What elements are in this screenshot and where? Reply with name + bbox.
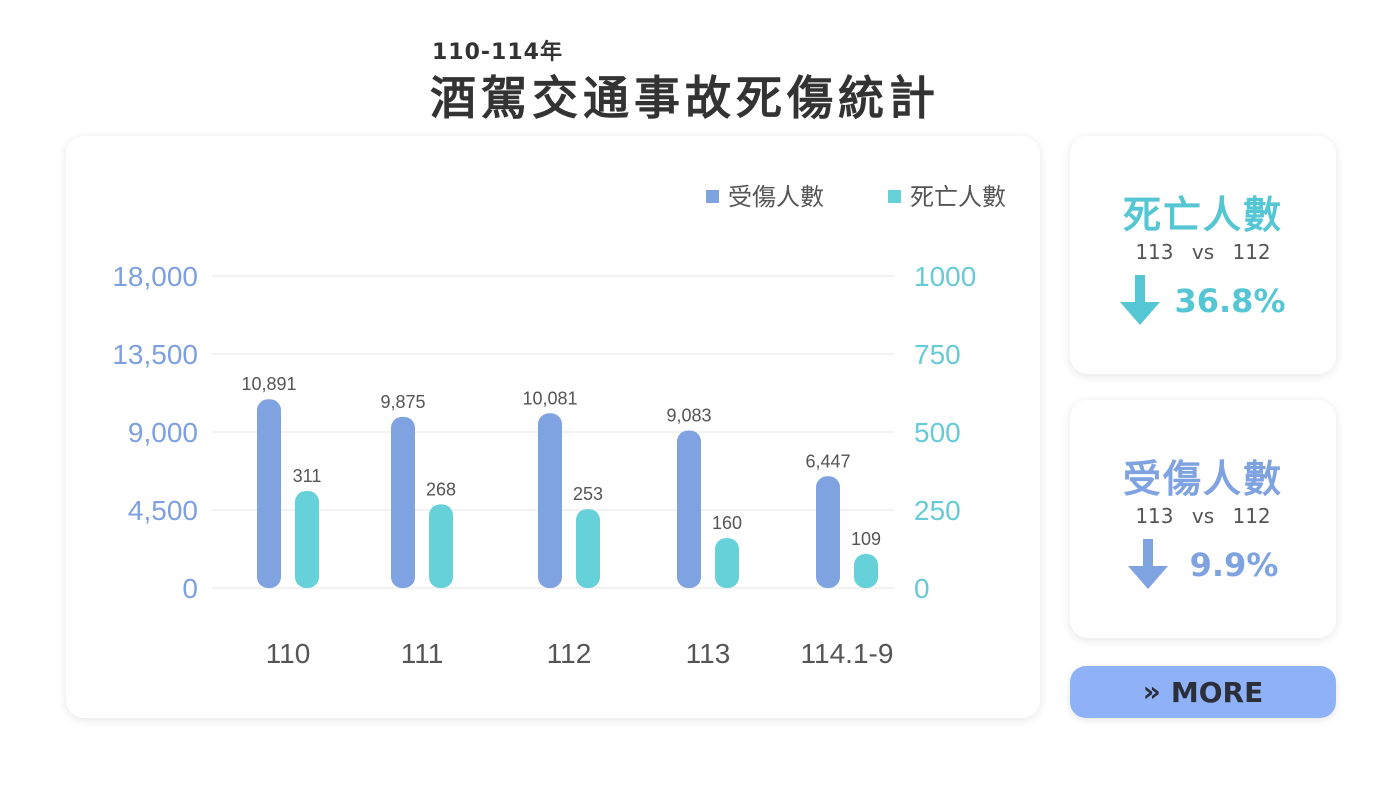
injured-bar xyxy=(538,413,562,588)
deaths-data-label: 160 xyxy=(712,513,742,533)
legend-label: 死亡人數 xyxy=(910,183,1006,211)
double-chevron-right-icon: » xyxy=(1142,675,1161,708)
injuries-stat-value: 9.9% xyxy=(1189,546,1279,584)
right-axis-tick-label: 1000 xyxy=(914,261,976,292)
deaths-stat-label: 死亡人數 xyxy=(1122,193,1283,237)
injured-data-label: 6,447 xyxy=(805,451,850,471)
right-axis-tick-label: 250 xyxy=(914,495,961,526)
bar-chart: 0 4,500 9,000 13,500 18,000 0 250 500 750 1000 10,… xyxy=(112,183,1006,669)
left-axis-tick-label: 0 xyxy=(182,573,198,604)
deaths-bar xyxy=(429,504,453,588)
more-button[interactable]: » MORE xyxy=(1070,666,1336,718)
legend-swatch xyxy=(706,190,719,203)
left-axis-tick-label: 4,500 xyxy=(128,495,198,526)
deaths-stat-change: 36.8% xyxy=(1070,274,1336,328)
deaths-data-label: 311 xyxy=(293,466,322,486)
category-label: 113 xyxy=(686,638,731,669)
page-subtitle: 110-114年 xyxy=(432,40,563,65)
category-label: 110 xyxy=(266,638,311,669)
injuries-stat-change: 9.9% xyxy=(1070,538,1336,592)
category-label: 114.1-9 xyxy=(801,638,894,669)
deaths-bar xyxy=(576,509,600,588)
deaths-stat-compare: 113 vs 112 xyxy=(1135,240,1271,264)
deaths-bar xyxy=(854,553,878,588)
page-title: 酒駕交通事故死傷統計 xyxy=(430,71,940,125)
arrow-down-icon xyxy=(1120,275,1161,325)
injured-bar xyxy=(391,416,415,588)
injured-bar xyxy=(816,476,840,588)
injured-bar xyxy=(677,430,701,588)
more-button-label: MORE xyxy=(1170,675,1264,709)
arrow-down-icon xyxy=(1127,539,1168,589)
deaths-bar xyxy=(295,490,319,588)
injured-bar xyxy=(257,399,281,588)
left-axis-tick-label: 9,000 xyxy=(128,417,198,448)
chart-card: 0 4,500 9,000 13,500 18,000 0 250 500 750 1000 10,… xyxy=(66,136,1040,718)
legend-label: 受傷人數 xyxy=(728,183,824,211)
right-axis-tick-label: 0 xyxy=(914,573,930,604)
injured-data-label: 9,083 xyxy=(666,406,711,426)
deaths-bar xyxy=(715,538,739,588)
injured-data-label: 9,875 xyxy=(380,392,425,412)
right-axis-tick-label: 750 xyxy=(914,339,961,370)
injuries-stat-label: 受傷人數 xyxy=(1122,457,1283,501)
right-axis-tick-label: 500 xyxy=(914,417,961,448)
injured-data-label: 10,891 xyxy=(241,374,296,394)
category-label: 111 xyxy=(401,638,444,669)
deaths-data-label: 109 xyxy=(851,529,881,549)
deaths-data-label: 253 xyxy=(573,484,603,504)
injuries-stat-card: 受傷人數 113 vs 112 9.9% xyxy=(1070,400,1336,638)
category-label: 112 xyxy=(547,638,592,669)
left-axis-tick-label: 13,500 xyxy=(112,339,198,370)
injuries-stat-compare: 113 vs 112 xyxy=(1135,504,1271,528)
deaths-data-label: 268 xyxy=(426,479,456,499)
deaths-stat-card: 死亡人數 113 vs 112 36.8% xyxy=(1070,136,1336,374)
legend-swatch xyxy=(888,190,901,203)
injured-data-label: 10,081 xyxy=(522,388,577,408)
left-axis-tick-label: 18,000 xyxy=(112,261,198,292)
deaths-stat-value: 36.8% xyxy=(1174,282,1286,320)
